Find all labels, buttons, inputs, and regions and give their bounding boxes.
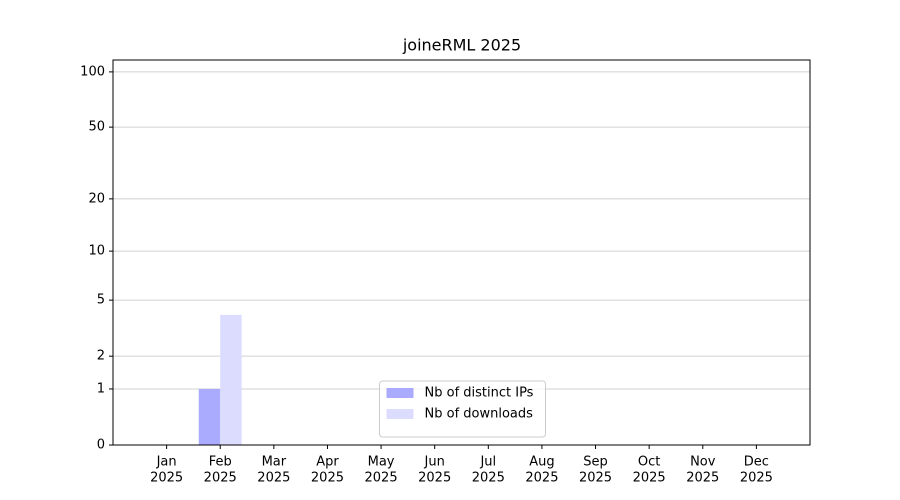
x-tick-label: 2025 xyxy=(740,471,773,486)
x-tick-label: Oct xyxy=(638,455,660,470)
x-tick-label: Sep xyxy=(583,455,608,470)
y-tick-label: 50 xyxy=(88,120,105,135)
x-tick-label: 2025 xyxy=(150,471,183,486)
x-tick-label: Jan xyxy=(156,455,177,470)
y-tick-label: 5 xyxy=(97,293,105,308)
x-tick-label: Jul xyxy=(479,455,496,470)
x-tick-label: Apr xyxy=(316,455,339,470)
x-tick-label: Mar xyxy=(262,455,287,470)
legend-label: Nb of distinct IPs xyxy=(425,386,534,401)
x-tick-label: 2025 xyxy=(365,471,398,486)
x-tick-label: Nov xyxy=(690,455,716,470)
x-tick-label: 2025 xyxy=(525,471,558,486)
y-tick-label: 20 xyxy=(88,191,105,206)
bar xyxy=(198,388,221,445)
chart-title: joineRML 2025 xyxy=(402,36,521,55)
x-tick-label: 2025 xyxy=(579,471,612,486)
x-tick-label: Dec xyxy=(744,455,769,470)
bar xyxy=(220,314,242,445)
y-tick-label: 1 xyxy=(97,381,105,396)
x-tick-label: Aug xyxy=(529,455,554,470)
x-tick-label: 2025 xyxy=(257,471,290,486)
legend-label: Nb of downloads xyxy=(425,407,534,422)
x-tick-label: 2025 xyxy=(686,471,719,486)
y-tick-label: 10 xyxy=(88,244,105,259)
plot-frame xyxy=(112,59,811,446)
legend-box xyxy=(379,380,546,438)
x-tick-label: 2025 xyxy=(633,471,666,486)
x-tick-label: Feb xyxy=(209,455,232,470)
x-tick-label: 2025 xyxy=(204,471,237,486)
y-tick-label: 2 xyxy=(97,349,105,364)
y-tick-label: 0 xyxy=(97,438,105,453)
legend-swatch xyxy=(386,388,414,398)
x-tick-label: 2025 xyxy=(418,471,451,486)
x-tick-label: Jun xyxy=(424,455,445,470)
x-tick-label: May xyxy=(368,455,395,470)
x-tick-label: 2025 xyxy=(472,471,505,486)
legend-swatch xyxy=(386,409,414,419)
y-tick-label: 100 xyxy=(80,64,105,79)
x-tick-label: 2025 xyxy=(311,471,344,486)
legend: Nb of distinct IPs Nb of downloads xyxy=(379,380,546,438)
